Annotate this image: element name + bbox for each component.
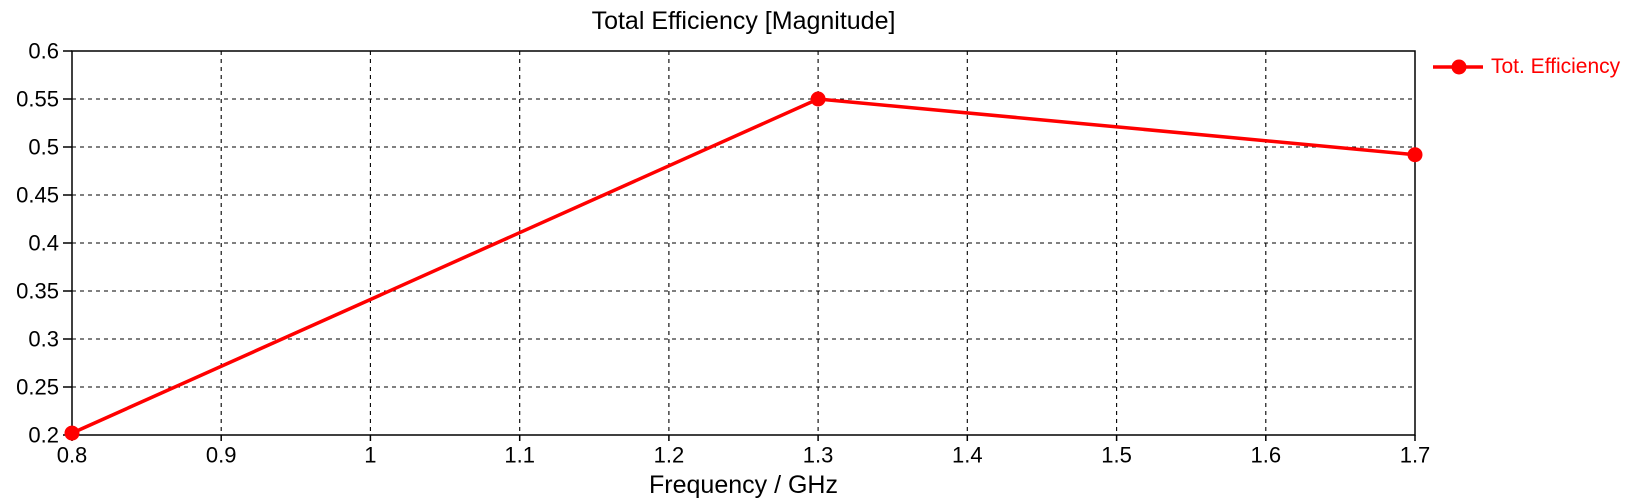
svg-text:1.7: 1.7 — [1400, 443, 1431, 468]
svg-text:0.4: 0.4 — [28, 231, 59, 256]
svg-text:0.8: 0.8 — [57, 443, 88, 468]
legend-line-marker-icon — [1433, 59, 1483, 75]
svg-text:0.5: 0.5 — [28, 135, 59, 160]
svg-text:0.45: 0.45 — [16, 183, 59, 208]
svg-text:0.35: 0.35 — [16, 279, 59, 304]
svg-text:1.1: 1.1 — [504, 443, 535, 468]
svg-text:0.9: 0.9 — [206, 443, 237, 468]
svg-text:0.3: 0.3 — [28, 327, 59, 352]
svg-text:1.2: 1.2 — [654, 443, 685, 468]
svg-text:1.6: 1.6 — [1251, 443, 1282, 468]
svg-text:1.5: 1.5 — [1101, 443, 1132, 468]
legend: Tot. Efficiency — [1432, 54, 1620, 80]
svg-text:0.2: 0.2 — [28, 423, 59, 448]
svg-text:0.6: 0.6 — [28, 39, 59, 64]
legend-label: Tot. Efficiency — [1491, 55, 1621, 78]
svg-text:0.25: 0.25 — [16, 375, 59, 400]
chart-title: Total Efficiency [Magnitude] — [591, 7, 896, 35]
svg-text:0.55: 0.55 — [16, 87, 59, 112]
svg-text:1: 1 — [364, 443, 376, 468]
svg-text:1.3: 1.3 — [803, 443, 834, 468]
svg-text:1.4: 1.4 — [952, 443, 983, 468]
x-axis-label: Frequency / GHz — [649, 471, 838, 499]
